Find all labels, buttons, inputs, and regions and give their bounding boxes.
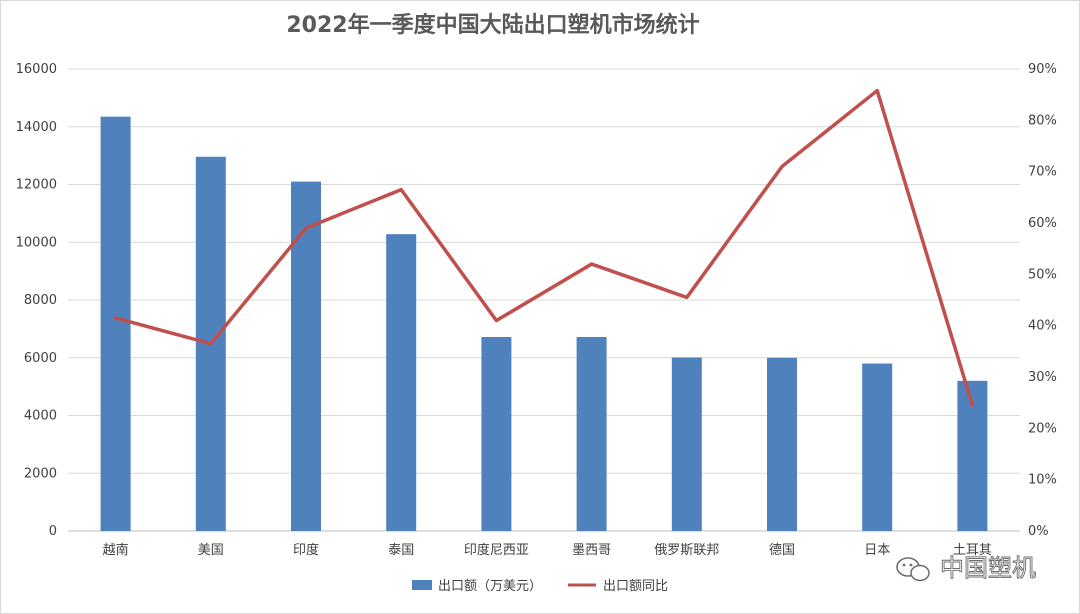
x-tick-label: 印度 bbox=[293, 542, 319, 558]
left-y-tick-label: 8000 bbox=[24, 293, 57, 308]
bar bbox=[100, 116, 131, 532]
watermark: 中国塑机 bbox=[896, 554, 1036, 582]
left-y-tick-label: 14000 bbox=[16, 120, 57, 135]
bar-series bbox=[100, 116, 988, 532]
left-y-tick-label: 2000 bbox=[24, 466, 57, 481]
watermark-text: 中国塑机 bbox=[940, 554, 1036, 582]
right-y-tick-label: 80% bbox=[1028, 113, 1057, 128]
right-y-tick-label: 10% bbox=[1028, 473, 1057, 488]
legend-label-bars: 出口额（万美元） bbox=[438, 579, 542, 594]
bar bbox=[671, 357, 702, 531]
right-y-tick-label: 60% bbox=[1028, 216, 1057, 231]
right-y-tick-label: 90% bbox=[1028, 62, 1057, 77]
bar bbox=[481, 336, 512, 531]
x-tick-label: 土耳其 bbox=[953, 543, 992, 558]
x-tick-label: 泰国 bbox=[388, 543, 414, 558]
left-y-tick-label: 16000 bbox=[16, 62, 57, 77]
x-tick-label: 墨西哥 bbox=[572, 543, 611, 558]
x-tick-label: 越南 bbox=[103, 542, 129, 558]
bar bbox=[576, 336, 607, 531]
legend: 出口额（万美元） 出口额同比 bbox=[412, 579, 668, 594]
right-y-tick-label: 40% bbox=[1028, 319, 1057, 334]
left-y-tick-label: 12000 bbox=[16, 178, 57, 193]
x-tick-label: 俄罗斯联邦 bbox=[654, 543, 719, 558]
right-y-axis: 0% 10% 20% 30% 40% 50% 60% 70% 80% 90% bbox=[1028, 62, 1057, 539]
left-y-tick-label: 6000 bbox=[24, 351, 57, 366]
x-tick-label: 印度尼西亚 bbox=[464, 542, 529, 558]
gridlines bbox=[68, 68, 1020, 532]
wechat-icon bbox=[896, 557, 930, 582]
line-series bbox=[113, 88, 975, 407]
left-y-tick-label: 0 bbox=[49, 524, 57, 539]
bar bbox=[767, 357, 797, 531]
left-y-axis: 0 2000 4000 6000 8000 10000 12000 14000 16000 bbox=[16, 62, 57, 539]
left-y-tick-label: 10000 bbox=[16, 235, 57, 250]
x-tick-label: 日本 bbox=[864, 543, 890, 558]
left-y-tick-label: 4000 bbox=[24, 409, 57, 424]
bar bbox=[386, 234, 417, 532]
x-tick-label: 德国 bbox=[769, 543, 795, 558]
right-y-tick-label: 30% bbox=[1028, 370, 1057, 385]
right-y-tick-label: 0% bbox=[1028, 524, 1049, 539]
chart-title: 2022年一季度中国大陆出口塑机市场统计 bbox=[286, 12, 699, 38]
x-tick-label: 美国 bbox=[198, 543, 224, 558]
right-y-tick-label: 50% bbox=[1028, 267, 1057, 282]
bar bbox=[862, 363, 893, 531]
line-path bbox=[113, 88, 975, 407]
legend-swatch-bars bbox=[412, 580, 432, 590]
x-axis: 越南 美国 印度 泰国 印度尼西亚 墨西哥 俄罗斯联邦 德国 日本 土耳其 bbox=[103, 542, 992, 558]
bar bbox=[291, 181, 321, 532]
right-y-tick-label: 70% bbox=[1028, 165, 1057, 180]
right-y-tick-label: 20% bbox=[1028, 421, 1057, 436]
legend-label-line: 出口额同比 bbox=[603, 579, 668, 594]
